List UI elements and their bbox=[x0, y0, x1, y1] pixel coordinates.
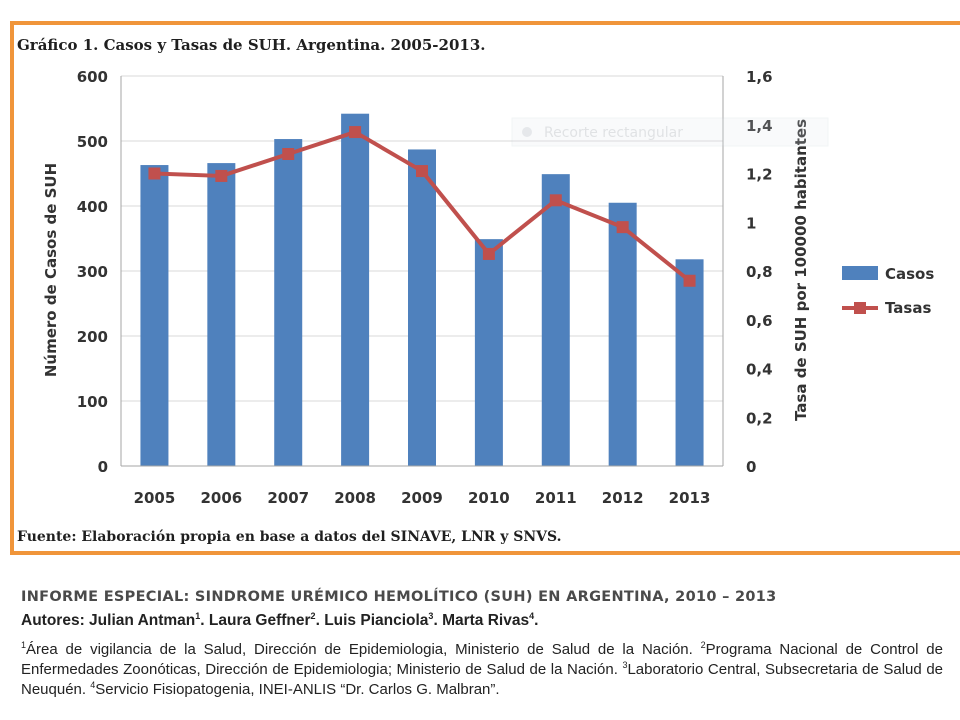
x-tick-label: 2005 bbox=[134, 489, 176, 507]
bar-2012 bbox=[608, 202, 637, 466]
author-affiliation-index: 1 bbox=[195, 610, 201, 621]
affiliation-index: 2 bbox=[700, 640, 706, 650]
bar-2007 bbox=[274, 139, 303, 467]
tasas-marker-2010 bbox=[482, 247, 495, 260]
recorte-watermark: Recorte rectangular bbox=[511, 117, 829, 147]
tasas-marker-2005 bbox=[148, 167, 161, 180]
bar-2011 bbox=[541, 174, 570, 466]
y-right-tick-label: 0,6 bbox=[746, 312, 773, 330]
author-name: Laura Geffner bbox=[208, 612, 311, 629]
affiliation-index: 4 bbox=[90, 680, 96, 690]
report-title: INFORME ESPECIAL: SINDROME URÉMICO HEMOL… bbox=[21, 589, 777, 605]
y-left-tick-label: 600 bbox=[77, 68, 108, 86]
y-right-tick-label: 1,6 bbox=[746, 68, 773, 86]
y-right-tick-label: 0,4 bbox=[746, 361, 773, 379]
bar-series-casos bbox=[140, 113, 704, 467]
affiliation-index: 3 bbox=[622, 660, 628, 670]
y-left-tick-label: 300 bbox=[77, 263, 108, 281]
author-name: Marta Rivas bbox=[442, 612, 530, 629]
legend-label-tasas: Tasas bbox=[885, 299, 931, 317]
legend-marker-tasas bbox=[854, 302, 866, 314]
y-left-tick-label: 200 bbox=[77, 328, 108, 346]
author-separator: . bbox=[433, 612, 443, 629]
chart-title: Gráfico 1. Casos y Tasas de SUH. Argenti… bbox=[17, 36, 485, 54]
legend: Casos Tasas Recorte rectangular bbox=[511, 117, 934, 317]
author-name: Julian Antman bbox=[89, 612, 196, 629]
tasas-marker-2006 bbox=[215, 169, 228, 182]
tasas-marker-2008 bbox=[349, 126, 362, 139]
author-separator: . bbox=[534, 612, 539, 629]
affiliation-text: Área de vigilancia de la Salud, Direcció… bbox=[26, 641, 701, 658]
y-axis-right-label: Tasa de SUH por 100000 habitantes bbox=[792, 119, 810, 421]
y-right-tick-label: 1,2 bbox=[746, 166, 773, 184]
tasas-marker-2013 bbox=[683, 274, 696, 287]
x-tick-label: 2009 bbox=[401, 489, 443, 507]
bar-2013 bbox=[675, 259, 704, 466]
y-left-tick-label: 400 bbox=[77, 198, 108, 216]
bar-2010 bbox=[474, 239, 503, 466]
chart-figure: Gráfico 1. Casos y Tasas de SUH. Argenti… bbox=[10, 21, 960, 555]
tasas-marker-2007 bbox=[282, 148, 295, 160]
author-separator: . bbox=[315, 612, 325, 629]
authors-label: Autores: bbox=[21, 612, 90, 629]
y-right-tick-label: 1,4 bbox=[746, 117, 773, 135]
x-tick-label: 2011 bbox=[535, 489, 577, 507]
bar-2006 bbox=[207, 163, 236, 466]
x-tick-label: 2008 bbox=[334, 489, 376, 507]
x-tick-label: 2007 bbox=[267, 489, 309, 507]
y-right-tick-label: 1 bbox=[746, 214, 756, 232]
author-name: Luis Pianciola bbox=[324, 612, 429, 629]
x-tick-label: 2006 bbox=[200, 489, 242, 507]
affiliation-text: Programa Nacional de Control de Enfermed… bbox=[21, 641, 943, 678]
x-axis: 2005 2006 2007 2008 2009 2010 2011 2012 2013 bbox=[121, 465, 723, 507]
y-axis-left-label: Número de Casos de SUH bbox=[42, 163, 60, 377]
bar-2009 bbox=[408, 149, 436, 466]
author-affiliation-index: 4 bbox=[529, 610, 535, 621]
x-tick-label: 2012 bbox=[602, 489, 644, 507]
affiliation-index: 1 bbox=[21, 640, 27, 650]
watermark-dot-icon bbox=[522, 127, 532, 137]
y-left-tick-label: 0 bbox=[98, 458, 108, 476]
watermark-label: Recorte rectangular bbox=[544, 125, 683, 141]
y-left-tick-label: 500 bbox=[77, 133, 108, 151]
affiliations: 1Área de vigilancia de la Salud, Direcci… bbox=[21, 640, 943, 700]
legend-swatch-casos bbox=[842, 266, 878, 280]
legend-label-casos: Casos bbox=[885, 265, 934, 283]
y-axis-right: 0 0,2 0,4 0,6 0,8 1 1,2 1,4 1,6 bbox=[722, 68, 773, 476]
affiliation-text: Laboratorio Central, Subsecretaria de Sa… bbox=[21, 661, 943, 698]
x-tick-label: 2013 bbox=[669, 489, 711, 507]
author-affiliation-index: 2 bbox=[310, 610, 316, 621]
tasas-marker-2012 bbox=[616, 221, 629, 234]
tasas-marker-2009 bbox=[416, 165, 428, 178]
x-tick-label: 2010 bbox=[468, 489, 510, 507]
tasas-marker-2011 bbox=[549, 194, 562, 207]
y-axis-left: 0 100 200 300 400 500 600 bbox=[77, 68, 122, 476]
chart-source: Fuente: Elaboración propia en base a dat… bbox=[17, 529, 562, 545]
y-right-tick-label: 0,8 bbox=[746, 263, 773, 281]
author-affiliation-index: 3 bbox=[428, 610, 434, 621]
bar-2005 bbox=[140, 165, 169, 467]
y-left-tick-label: 100 bbox=[77, 393, 108, 411]
author-separator: . bbox=[200, 612, 209, 629]
y-right-tick-label: 0,2 bbox=[746, 409, 773, 427]
watermark-box bbox=[511, 117, 829, 147]
line-series-tasas bbox=[148, 126, 696, 287]
affiliation-text: Servicio Fisiopatogenia, INEI-ANLIS “Dr.… bbox=[95, 681, 500, 698]
authors-line: Autores: Julian Antman1. Laura Geffner2.… bbox=[21, 610, 943, 630]
y-right-tick-label: 0 bbox=[746, 458, 756, 476]
bar-2008 bbox=[341, 113, 370, 466]
